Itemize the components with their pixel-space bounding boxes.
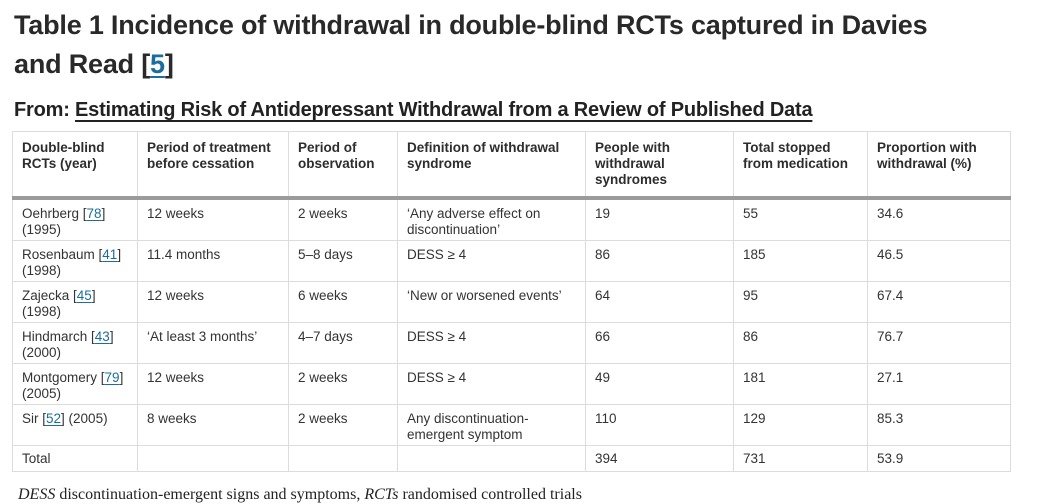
citation-link-78[interactable]: 78	[86, 206, 102, 221]
cell-observation-period: 2 weeks	[288, 197, 398, 241]
cell-people-withdrawal: 49	[585, 363, 734, 405]
study-name: Sir [	[22, 411, 47, 426]
cell-treatment-period: 11.4 months	[137, 240, 289, 282]
study-name: Montgomery [	[22, 370, 105, 385]
cell-study: Rosenbaum [41] (1998)	[12, 240, 138, 282]
cell-people-withdrawal: 110	[585, 404, 734, 446]
study-year: ] (2005)	[22, 370, 124, 401]
study-name: Hindmarch [	[22, 329, 95, 344]
cell-proportion: 85.3	[867, 404, 1011, 446]
cell-study: Hindmarch [43] (2000)	[12, 322, 138, 364]
study-year: ] (2000)	[22, 329, 114, 360]
citation-link-5[interactable]: 5	[150, 49, 165, 79]
cell-total-stopped: 55	[733, 197, 868, 241]
cell-withdrawal-definition: DESS ≥ 4	[397, 322, 586, 364]
column-header-people-withdrawal: People with withdrawal syndromes	[585, 131, 734, 200]
cell-total-stopped: 731	[733, 445, 868, 472]
cell-total-stopped: 86	[733, 322, 868, 364]
table-row: Oehrberg [78] (1995) 12 weeks 2 weeks ‘A…	[12, 197, 1011, 241]
cell-people-withdrawal: 19	[585, 197, 734, 241]
cell-proportion: 34.6	[867, 197, 1011, 241]
cell-total-proportion: 53.9	[867, 445, 1011, 472]
column-header-withdrawal-definition: Definition of withdrawal syndrome	[397, 131, 586, 200]
article-link[interactable]: Estimating Risk of Antidepressant Withdr…	[75, 99, 813, 121]
cell-study: Oehrberg [78] (1995)	[12, 197, 138, 241]
abbrev-dess: DESS	[18, 486, 56, 503]
table-footnote: DESS discontinuation-emergent signs and …	[18, 485, 1064, 504]
cell-withdrawal-definition: DESS ≥ 4	[397, 240, 586, 282]
table-row: Montgomery [79] (2005) 12 weeks 2 weeks …	[12, 363, 1011, 405]
cell-withdrawal-definition: DESS ≥ 4	[397, 363, 586, 405]
cell-study: Montgomery [79] (2005)	[12, 363, 138, 405]
column-header-observation-period: Period of observation	[288, 131, 398, 200]
cell-treatment-period: 8 weeks	[137, 404, 289, 446]
study-year: ] (1998)	[22, 288, 96, 319]
cell-observation-period: 4–7 days	[288, 322, 398, 364]
header-row: Double-blind RCTs (year) Period of treat…	[12, 131, 1011, 200]
column-header-proportion: Proportion with withdrawal (%)	[867, 131, 1011, 200]
citation-link-41[interactable]: 41	[102, 247, 118, 262]
cell-people-withdrawal: 66	[585, 322, 734, 364]
cell-total-label: Total	[12, 445, 138, 472]
cell-study: Sir [52] (2005)	[12, 404, 138, 446]
study-name: Oehrberg [	[22, 206, 87, 221]
cell-observation-period: 6 weeks	[288, 281, 398, 323]
total-row: Total 394 731 53.9	[12, 445, 1011, 472]
cell-treatment-period: 12 weeks	[137, 363, 289, 405]
cell-treatment-period: 12 weeks	[137, 197, 289, 241]
cell-total-stopped: 185	[733, 240, 868, 282]
footnote-text: discontinuation-emergent signs and sympt…	[55, 486, 365, 503]
table-row: Sir [52] (2005) 8 weeks 2 weeks Any disc…	[12, 404, 1011, 446]
cell-treatment-period: 12 weeks	[137, 281, 289, 323]
cell-total-stopped: 181	[733, 363, 868, 405]
study-year: ] (1995)	[22, 206, 106, 237]
cell-observation-period: 2 weeks	[288, 404, 398, 446]
cell-study: Zajecka [45] (1998)	[12, 281, 138, 323]
citation-link-43[interactable]: 43	[94, 329, 110, 344]
cell-empty	[397, 445, 586, 472]
cell-proportion: 67.4	[867, 281, 1011, 323]
cell-empty	[137, 445, 289, 472]
cell-proportion: 76.7	[867, 322, 1011, 364]
study-name: Zajecka [	[22, 288, 77, 303]
table-title-text: Table 1 Incidence of withdrawal in doubl…	[14, 10, 928, 79]
study-year: ] (2005)	[61, 411, 108, 426]
cell-total-people: 394	[585, 445, 734, 472]
cell-people-withdrawal: 86	[585, 240, 734, 282]
table-row: Rosenbaum [41] (1998) 11.4 months 5–8 da…	[12, 240, 1011, 282]
cell-empty	[288, 445, 398, 472]
table-title: Table 1 Incidence of withdrawal in doubl…	[14, 6, 964, 84]
cell-proportion: 46.5	[867, 240, 1011, 282]
cell-observation-period: 5–8 days	[288, 240, 398, 282]
study-year: ] (1998)	[22, 247, 122, 278]
citation-link-52[interactable]: 52	[46, 411, 62, 426]
data-table: Double-blind RCTs (year) Period of treat…	[12, 131, 1011, 472]
citation-link-45[interactable]: 45	[76, 288, 92, 303]
citation-link-79[interactable]: 79	[104, 370, 120, 385]
from-label: From:	[14, 99, 76, 121]
cell-withdrawal-definition: Any discontinuation-emergent symptom	[397, 404, 586, 446]
source-line: From: Estimating Risk of Antidepressant …	[14, 99, 1064, 122]
title-bracket-open: [	[141, 49, 151, 79]
table-row: Zajecka [45] (1998) 12 weeks 6 weeks ‘Ne…	[12, 281, 1011, 323]
cell-withdrawal-definition: ‘Any adverse effect on discontinuation’	[397, 197, 586, 241]
title-bracket-close: ]	[164, 49, 174, 79]
table-row: Hindmarch [43] (2000) ‘At least 3 months…	[12, 322, 1011, 364]
study-name: Rosenbaum [	[22, 247, 103, 262]
cell-treatment-period: ‘At least 3 months’	[137, 322, 289, 364]
cell-total-stopped: 95	[733, 281, 868, 323]
abbrev-rcts: RCTs	[364, 486, 399, 503]
cell-proportion: 27.1	[867, 363, 1011, 405]
column-header-total-stopped: Total stopped from medication	[733, 131, 868, 200]
cell-people-withdrawal: 64	[585, 281, 734, 323]
cell-total-stopped: 129	[733, 404, 868, 446]
column-header-rcts: Double-blind RCTs (year)	[12, 131, 138, 200]
footnote-text: randomised controlled trials	[398, 486, 582, 503]
column-header-treatment-period: Period of treatment before cessation	[137, 131, 289, 200]
cell-withdrawal-definition: ‘New or worsened events’	[397, 281, 586, 323]
cell-observation-period: 2 weeks	[288, 363, 398, 405]
